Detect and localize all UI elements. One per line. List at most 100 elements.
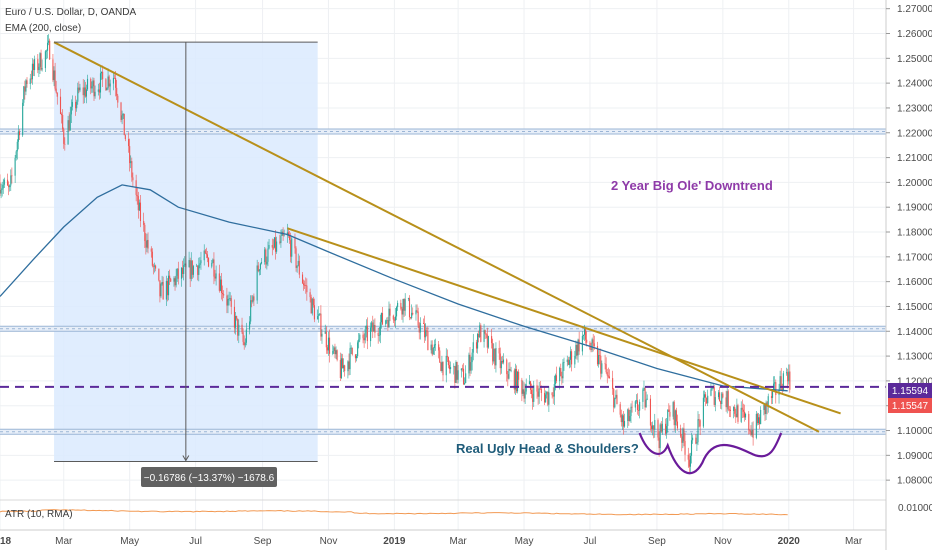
- candle-body-128: [191, 260, 193, 275]
- candle-body-308: [464, 383, 466, 385]
- candle-body-18: [25, 80, 27, 92]
- candle-body-106: [159, 280, 161, 297]
- candle-body-238: [358, 339, 360, 343]
- price-axis[interactable]: 1.27000 1.26000 1.25000 1.24000 1.23000 1.220…: [886, 4, 932, 487]
- candle-body-298: [448, 365, 451, 370]
- candle-body-434: [654, 420, 656, 430]
- candle-body-272: [410, 317, 412, 319]
- candle-body-241: [363, 338, 365, 341]
- candle-body-136: [204, 250, 206, 254]
- candle-body-344: [518, 371, 520, 380]
- time-axis[interactable]: 2018 Mar May Jul Sep Nov 2019 Mar May Jul Sep Nov 20…: [0, 536, 863, 547]
- trendlines[interactable]: [53, 41, 841, 433]
- candle-body-366: [552, 395, 554, 397]
- candle-body-426: [643, 388, 645, 390]
- candle-body-296: [446, 355, 448, 358]
- candle-body-299: [450, 367, 452, 370]
- candle-body-10: [14, 157, 16, 176]
- candle-body-482: [727, 391, 729, 410]
- candle-body-302: [455, 362, 457, 383]
- candle-body-95: [143, 220, 145, 225]
- candle-body-291: [439, 350, 441, 363]
- candle-body-72: [107, 76, 109, 89]
- candle-body-329: [495, 347, 497, 366]
- candle-body-203: [305, 285, 307, 287]
- candle-body-112: [168, 275, 170, 296]
- horizontal-levels: [0, 128, 886, 435]
- candle-body-213: [320, 313, 322, 337]
- atr-label: ATR (10, RMA): [5, 509, 73, 520]
- candle-body-169: [253, 296, 255, 301]
- candle-body-373: [562, 362, 564, 379]
- y-tick-label-7: 1.20000: [897, 178, 932, 189]
- candle-body-1: [0, 189, 2, 194]
- candle-body-218: [327, 337, 330, 351]
- candle-body-411: [620, 414, 622, 423]
- candle-body-416: [628, 409, 630, 421]
- candle-body-56: [83, 87, 85, 96]
- candle-body-468: [706, 397, 708, 404]
- candle-body-165: [249, 321, 251, 330]
- candle-body-403: [607, 375, 609, 377]
- candle-body-442: [667, 409, 669, 427]
- candle-body-163: [244, 342, 246, 346]
- candle-body-445: [672, 402, 674, 417]
- candle-body-469: [707, 395, 709, 404]
- candle-body-89: [132, 177, 134, 181]
- head-shoulders-annotation[interactable]: Real Ugly Head & Shoulders?: [456, 441, 639, 456]
- candle-body-311: [469, 354, 471, 371]
- candle-body-164: [245, 329, 247, 343]
- candle-body-351: [529, 381, 532, 390]
- candle-body-211: [318, 314, 320, 317]
- candle-body-226: [340, 358, 342, 379]
- candle-body-12: [16, 141, 18, 152]
- candle-body-278: [418, 325, 420, 333]
- candle-body-259: [389, 308, 391, 316]
- candle-body-115: [173, 278, 175, 282]
- candle-body-324: [487, 336, 489, 348]
- candle-body-409: [616, 394, 618, 405]
- downtrend-annotation[interactable]: 2 Year Big Ole' Downtrend: [611, 178, 773, 193]
- candle-body-16: [23, 86, 25, 103]
- candle-body-247: [372, 322, 374, 332]
- candle-body-131: [197, 265, 199, 275]
- candle-body-23: [32, 63, 35, 71]
- candle-body-412: [621, 415, 623, 423]
- candle-body-490: [740, 407, 742, 422]
- candle-body-431: [650, 425, 653, 430]
- candle-body-20: [29, 78, 31, 85]
- candle-body-458: [690, 440, 693, 456]
- x-tick-label-11: Nov: [714, 536, 732, 547]
- trendline-0[interactable]: [53, 41, 820, 433]
- candle-body-75: [112, 77, 115, 84]
- candle-body-48: [70, 106, 72, 115]
- y-tick-label-17: 1.10000: [897, 426, 932, 437]
- symbol-title: Euro / U.S. Dollar, D, OANDA: [5, 7, 136, 18]
- level-band-2: [0, 429, 886, 435]
- candle-body-86: [129, 146, 131, 164]
- candle-body-97: [145, 241, 147, 248]
- candle-body-26: [38, 66, 40, 71]
- candle-body-42: [62, 115, 64, 130]
- candle-body-167: [251, 300, 253, 302]
- candle-body-122: [183, 265, 185, 275]
- candle-body-160: [241, 324, 243, 333]
- candle-body-463: [698, 419, 700, 421]
- candle-body-381: [575, 344, 577, 356]
- measure-tool[interactable]: [54, 41, 318, 463]
- candle-body-191: [287, 232, 290, 236]
- candle-body-284: [427, 331, 429, 351]
- candle-body-509: [767, 396, 769, 407]
- candle-body-268: [403, 299, 405, 311]
- candle-body-233: [350, 347, 352, 349]
- candle-body-488: [736, 405, 738, 418]
- trendline-1[interactable]: [287, 227, 841, 415]
- candle-body-120: [180, 267, 183, 279]
- candle-body-147: [220, 279, 223, 293]
- candle-body-408: [615, 394, 617, 398]
- candle-body-321: [484, 330, 486, 334]
- candle-body-253: [380, 313, 382, 323]
- candle-body-123: [184, 263, 186, 266]
- candle-body-111: [166, 280, 169, 296]
